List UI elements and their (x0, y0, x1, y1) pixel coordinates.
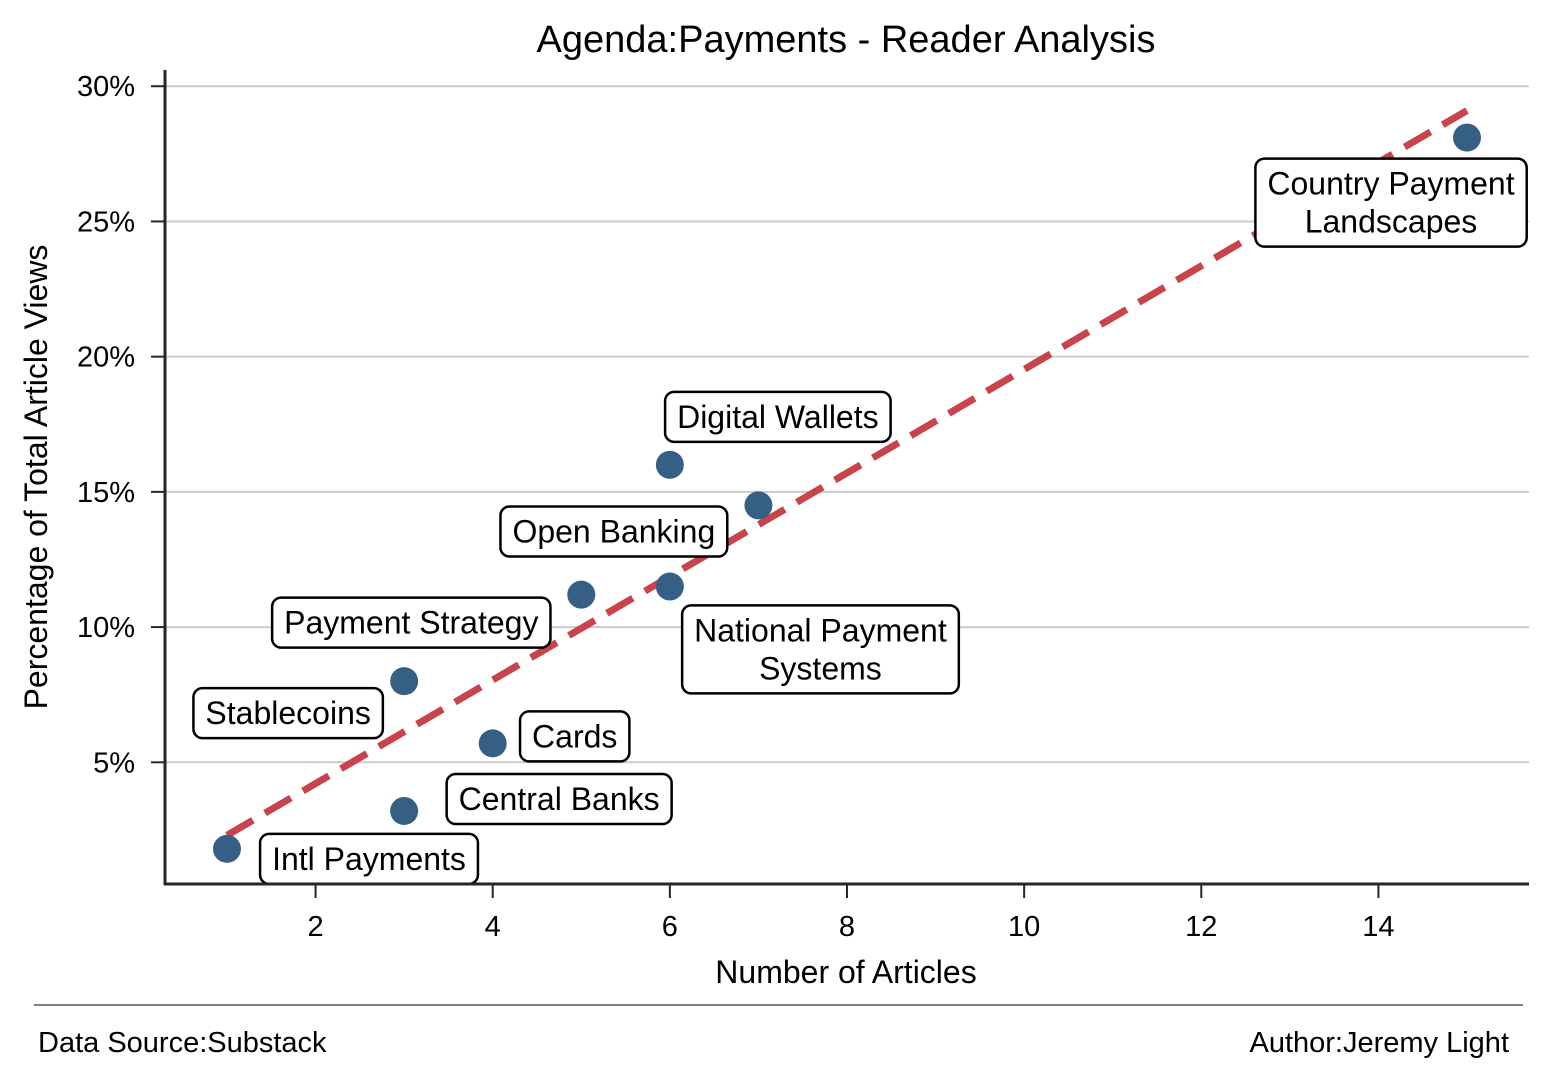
label-text: Intl Payments (272, 841, 466, 877)
point-label-8: Country Payment Landscapes (1254, 157, 1528, 248)
y-tick-label-3: 20% (77, 342, 135, 374)
footer-divider (34, 1004, 1523, 1006)
y-tick-label-5: 30% (77, 71, 135, 103)
x-tick-label-6: 14 (1362, 911, 1394, 943)
point-label-5: Open Banking (499, 505, 729, 558)
point-label-1: Central Banks (445, 772, 673, 826)
label-text: National Payment Systems (694, 612, 947, 686)
label-box (518, 710, 631, 763)
point-label-3: Cards (518, 710, 631, 763)
data-points (213, 123, 1481, 863)
point-label-2: Stablecoins (192, 686, 385, 740)
y-tick-label-2: 15% (77, 477, 135, 509)
x-axis-label: Number of Articles (715, 954, 976, 990)
x-tick-label-4: 10 (1008, 911, 1040, 943)
y-tick-label-0: 5% (93, 747, 135, 779)
x-tick-label-2: 6 (662, 911, 678, 943)
data-point-5 (655, 572, 684, 601)
data-point-8 (1453, 123, 1481, 152)
label-text: Central Banks (459, 781, 660, 817)
y-tick-label-1: 10% (77, 612, 135, 644)
label-box (680, 604, 961, 695)
x-tick-label-3: 8 (839, 911, 855, 943)
data-point-2 (390, 667, 419, 696)
author-note: Author:Jeremy Light (1249, 1027, 1509, 1059)
axes: 5% 10% 15% 20% 25% 30% 2 4 6 8 10 12 14 (77, 70, 1529, 943)
label-box (270, 596, 552, 649)
point-label-6: Digital Wallets (663, 390, 892, 444)
data-point-1 (390, 796, 419, 825)
point-label-7: National Payment Systems (680, 604, 961, 695)
data-point-0 (213, 834, 241, 863)
label-box (499, 505, 729, 558)
x-tick-label-1: 4 (485, 911, 501, 943)
label-box (663, 390, 892, 444)
label-text: Stablecoins (205, 695, 370, 731)
data-point-7 (744, 491, 773, 520)
scatter-chart: Agenda:Payments - Reader Analysis Intl P… (18, 19, 1529, 990)
data-source-note: Data Source:Substack (38, 1027, 327, 1059)
label-box (192, 686, 385, 740)
label-text: Open Banking (512, 514, 715, 550)
point-label-4: Payment Strategy (270, 596, 552, 649)
label-box (445, 772, 673, 826)
point-labels: Intl Payments Central Banks Stablecoins Car… (192, 157, 1528, 886)
x-tick-label-5: 12 (1185, 911, 1217, 943)
point-label-0: Intl Payments (258, 832, 480, 886)
data-point-4 (567, 580, 596, 609)
data-point-6 (655, 450, 684, 479)
data-point-3 (478, 729, 507, 758)
y-axis-label: Percentage of Total Article Views (18, 245, 54, 710)
label-text: Cards (532, 718, 617, 754)
label-text: Payment Strategy (284, 605, 538, 641)
label-text: Digital Wallets (677, 399, 879, 435)
chart-title: Agenda:Payments - Reader Analysis (537, 19, 1156, 61)
y-tick-label-4: 25% (77, 206, 135, 238)
label-box (1254, 157, 1528, 248)
x-tick-label-0: 2 (308, 911, 324, 943)
label-text: Country Payment Landscapes (1267, 166, 1514, 240)
